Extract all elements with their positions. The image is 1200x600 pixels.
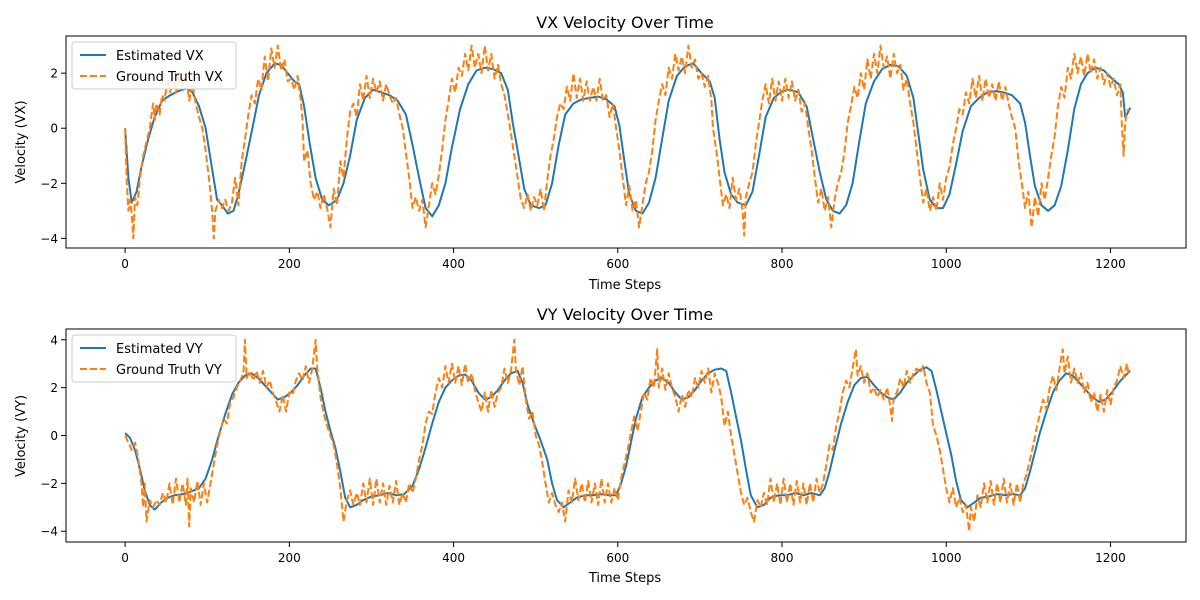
vy-series-lines [124,338,1131,533]
vy-series-ground-truth-line [124,338,1130,533]
vx-series-lines [124,44,1132,240]
vy-legend-ground-truth-label: Ground Truth VY [116,363,222,378]
vy-legend: Estimated VY Ground Truth VY [71,334,237,383]
vy-chart-title: VY Velocity Over Time [537,305,713,324]
vy-y-tick-label: −4 [40,525,58,539]
vy-axis-ticks: 0 200 400 600 800 1000 1200 −4 −2 0 2 4 [40,333,1125,565]
vx-x-tick-label: 400 [442,257,465,271]
vy-y-tick-label: 4 [50,333,58,347]
vy-x-tick-label: 400 [442,551,465,565]
vx-x-axis-label: Time Steps [588,278,662,293]
vy-x-tick-label: 0 [121,551,129,565]
vx-x-tick-label: 1200 [1095,257,1126,271]
vx-legend: Estimated VX Ground Truth VX [71,41,237,90]
vy-x-tick-label: 800 [771,551,794,565]
vy-legend-box [71,334,237,383]
vy-x-tick-label: 200 [278,551,301,565]
vx-legend-estimated-label: Estimated VX [116,49,204,64]
vx-plot-frame [65,35,1187,249]
vy-subplot: VY Velocity Over Time 0 200 400 600 800 1000 1… [14,305,1187,586]
vy-x-tick-label: 600 [606,551,629,565]
vx-x-tick-label: 0 [121,257,129,271]
vy-x-axis-label: Time Steps [588,571,662,586]
vx-x-tick-label: 800 [771,257,794,271]
vy-x-tick-label: 1200 [1095,551,1126,565]
vy-x-tick-label: 1000 [931,551,962,565]
vy-y-axis-label: Velocity (VY) [14,395,29,477]
vx-axis-ticks: 0 200 400 600 800 1000 1200 −4 −2 0 2 [40,67,1125,271]
vx-legend-ground-truth-label: Ground Truth VX [116,70,223,85]
vy-y-tick-label: −2 [40,477,58,491]
vy-y-tick-label: 2 [50,381,58,395]
vx-y-tick-label: 2 [50,67,58,81]
vx-series-ground-truth-line [124,44,1130,240]
vx-y-tick-label: −4 [40,232,58,246]
vx-x-tick-label: 1000 [931,257,962,271]
vx-y-axis-label: Velocity (VX) [14,100,29,183]
vx-x-tick-label: 200 [278,257,301,271]
vx-x-tick-label: 600 [606,257,629,271]
vx-legend-box [71,41,237,90]
vx-subplot: VX Velocity Over Time 0 200 400 600 800 1000 1… [14,13,1187,293]
vy-y-tick-label: 0 [50,429,58,443]
vx-y-tick-label: 0 [50,122,58,136]
vy-legend-estimated-label: Estimated VY [116,342,203,357]
vx-y-tick-label: −2 [40,177,58,191]
vx-chart-title: VX Velocity Over Time [536,13,714,32]
vy-plot-frame [65,328,1187,543]
